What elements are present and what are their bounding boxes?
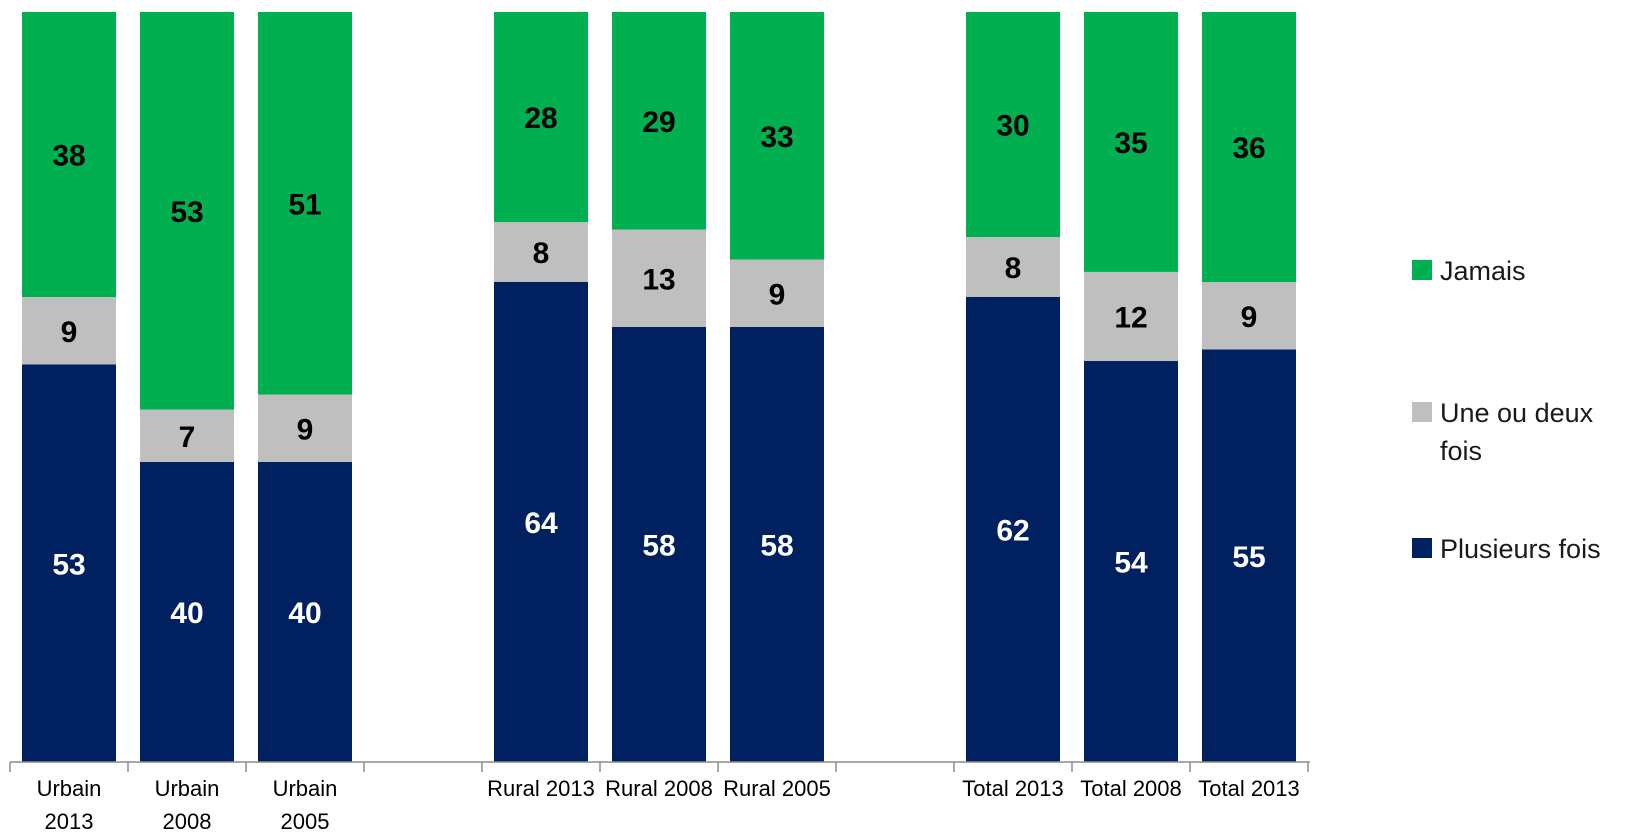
- x-axis: Urbain 2013 Urbain 2008 Urbain 2005 Rural 2013…: [9, 761, 1310, 834]
- data-label: 28: [524, 102, 557, 135]
- legend-label-line: fois: [1440, 436, 1483, 466]
- x-tick-label: Total 2013: [1198, 776, 1300, 801]
- data-label: 64: [524, 507, 558, 540]
- bar-segment: [730, 327, 824, 762]
- x-tick-label: Urbain 2013: [37, 776, 102, 834]
- data-label: 55: [1232, 541, 1265, 574]
- bar-segment: [612, 327, 706, 762]
- bar-segment: [730, 259, 824, 327]
- legend-item-une-ou-deux-fois: Une ou deux fois: [1412, 394, 1640, 470]
- data-label: 29: [642, 106, 675, 139]
- bar-segment: [140, 12, 234, 410]
- bar-segment: [494, 222, 588, 282]
- data-label: 58: [642, 530, 675, 563]
- bar-segment: [730, 12, 824, 260]
- data-label: 40: [288, 597, 321, 630]
- bar-segment: [1084, 361, 1178, 762]
- data-label: 9: [297, 413, 314, 446]
- data-label: 9: [769, 278, 786, 311]
- data-label: 33: [760, 121, 793, 154]
- bar-segment: [1202, 12, 1296, 282]
- data-label: 8: [1005, 252, 1022, 285]
- bar-segment: [612, 12, 706, 230]
- bar-segment: [494, 12, 588, 222]
- data-label: 51: [288, 188, 321, 221]
- data-label: 35: [1114, 127, 1147, 160]
- data-label: 58: [760, 530, 793, 563]
- data-label: 8: [533, 237, 550, 270]
- data-label: 13: [642, 263, 675, 296]
- legend-label-une-ou-deux-fois: Une ou deux fois: [1440, 394, 1640, 470]
- bar-segment: [494, 282, 588, 762]
- x-tick-label: Urbain 2008: [155, 776, 220, 834]
- data-label: 53: [52, 548, 85, 581]
- legend: Jamais Une ou deux fois Plusieurs fois: [1412, 0, 1642, 837]
- bar-segment: [258, 462, 352, 762]
- data-label: 53: [170, 196, 203, 229]
- legend-label-line: Plusieurs fois: [1440, 534, 1601, 564]
- bar-segment: [22, 297, 116, 365]
- bars-layer: 53 9 38 40 7 53 40 9 51 64 8 28 58 13 29 58 9 33 62 8 30 54 12…: [22, 12, 1296, 762]
- legend-swatch-une-ou-deux-fois: [1412, 402, 1432, 422]
- data-label: 7: [179, 421, 196, 454]
- bar-segment: [258, 12, 352, 395]
- x-tick-label: Rural 2013: [487, 776, 595, 801]
- legend-label-jamais: Jamais: [1440, 252, 1640, 290]
- bar-segment: [966, 12, 1060, 237]
- legend-item-jamais: Jamais: [1412, 252, 1640, 290]
- data-label: 36: [1232, 132, 1265, 165]
- x-tick-label: Urbain 2005: [273, 776, 338, 834]
- bar-segment: [1084, 12, 1178, 272]
- x-tick-label: Total 2008: [1080, 776, 1182, 801]
- bar-segment: [258, 394, 352, 462]
- bar-segment: [1202, 349, 1296, 762]
- data-label: 62: [996, 515, 1029, 548]
- data-label: 40: [170, 597, 203, 630]
- bar-segment: [966, 297, 1060, 762]
- data-label: 38: [52, 140, 85, 173]
- bar-segment: [1202, 282, 1296, 350]
- legend-label-plusieurs-fois: Plusieurs fois: [1440, 530, 1640, 568]
- legend-label-line: Une ou deux: [1440, 398, 1594, 428]
- data-label: 9: [1241, 301, 1258, 334]
- legend-swatch-jamais: [1412, 260, 1432, 280]
- bar-segment: [22, 12, 116, 297]
- data-label: 12: [1114, 301, 1147, 334]
- data-label: 54: [1114, 547, 1148, 580]
- legend-item-plusieurs-fois: Plusieurs fois: [1412, 530, 1640, 568]
- x-tick-label: Rural 2008: [605, 776, 713, 801]
- bar-segment: [22, 364, 116, 762]
- data-label: 30: [996, 110, 1029, 143]
- bar-segment: [140, 462, 234, 762]
- bar-segment: [1084, 271, 1178, 362]
- bar-segment: [612, 229, 706, 327]
- legend-label-line: Jamais: [1440, 256, 1526, 286]
- legend-swatch-plusieurs-fois: [1412, 538, 1432, 558]
- x-tick-label: Total 2013: [962, 776, 1064, 801]
- bar-segment: [140, 409, 234, 462]
- data-label: 9: [61, 316, 78, 349]
- x-tick-label: Rural 2005: [723, 776, 831, 801]
- bar-segment: [966, 237, 1060, 297]
